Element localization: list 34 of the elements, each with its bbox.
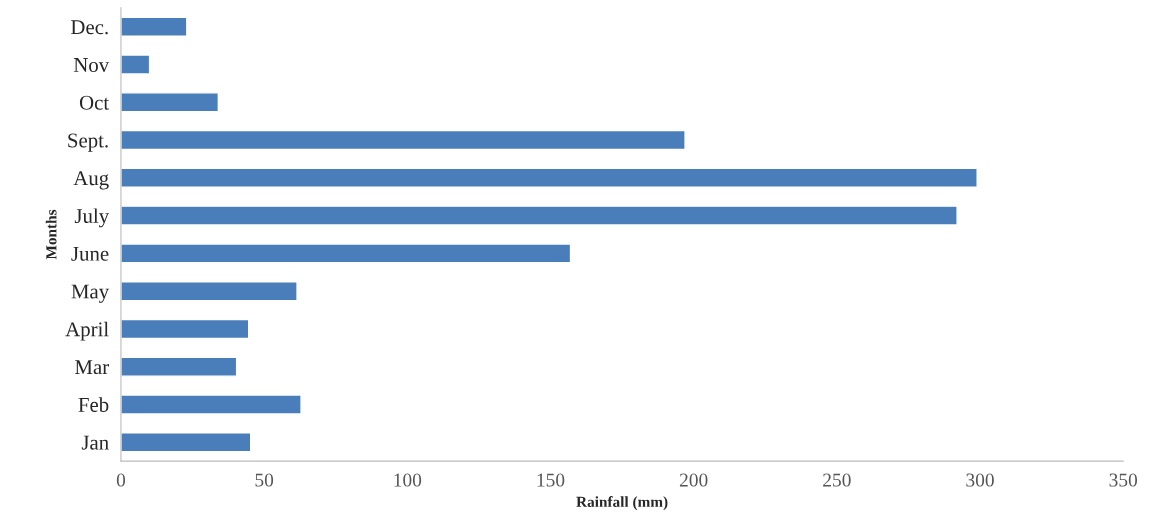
bar bbox=[120, 129, 686, 151]
bar bbox=[120, 92, 220, 113]
y-tick-label: Dec. bbox=[71, 20, 108, 35]
y-tick-label: Aug bbox=[73, 171, 109, 190]
bar bbox=[120, 54, 151, 75]
y-axis-title: Months bbox=[45, 209, 57, 260]
y-tick-label: July bbox=[74, 208, 110, 228]
y-tick-label: Jan bbox=[81, 435, 109, 450]
y-tick-label: Sept. bbox=[68, 133, 108, 152]
bar bbox=[120, 16, 188, 37]
y-tick-label: April bbox=[65, 321, 109, 341]
y-tick-label: Nov bbox=[73, 58, 110, 72]
y-tick-label: June bbox=[71, 246, 109, 261]
x-tick-label: 250 bbox=[823, 473, 851, 487]
bar bbox=[120, 318, 250, 340]
x-tick-label: 100 bbox=[394, 473, 422, 487]
x-tick-label: 200 bbox=[679, 473, 708, 487]
y-tick-label: Mar bbox=[75, 360, 109, 375]
bar bbox=[120, 432, 252, 453]
bar bbox=[120, 243, 572, 264]
bar bbox=[120, 356, 238, 377]
bar bbox=[120, 394, 302, 415]
bar bbox=[120, 167, 978, 188]
y-tick-label: May bbox=[71, 284, 110, 303]
y-tick-label: Feb bbox=[78, 397, 109, 412]
bar bbox=[120, 205, 958, 226]
x-tick-label: 0 bbox=[116, 473, 126, 487]
x-axis-title: Rainfall (mm) bbox=[576, 496, 668, 511]
x-tick-label: 150 bbox=[537, 473, 565, 487]
bar bbox=[120, 281, 298, 302]
x-tick-label: 300 bbox=[966, 473, 994, 487]
x-tick-label: 50 bbox=[255, 473, 274, 487]
y-tick-label: Oct bbox=[79, 95, 110, 110]
x-tick-label: 350 bbox=[1109, 473, 1138, 487]
